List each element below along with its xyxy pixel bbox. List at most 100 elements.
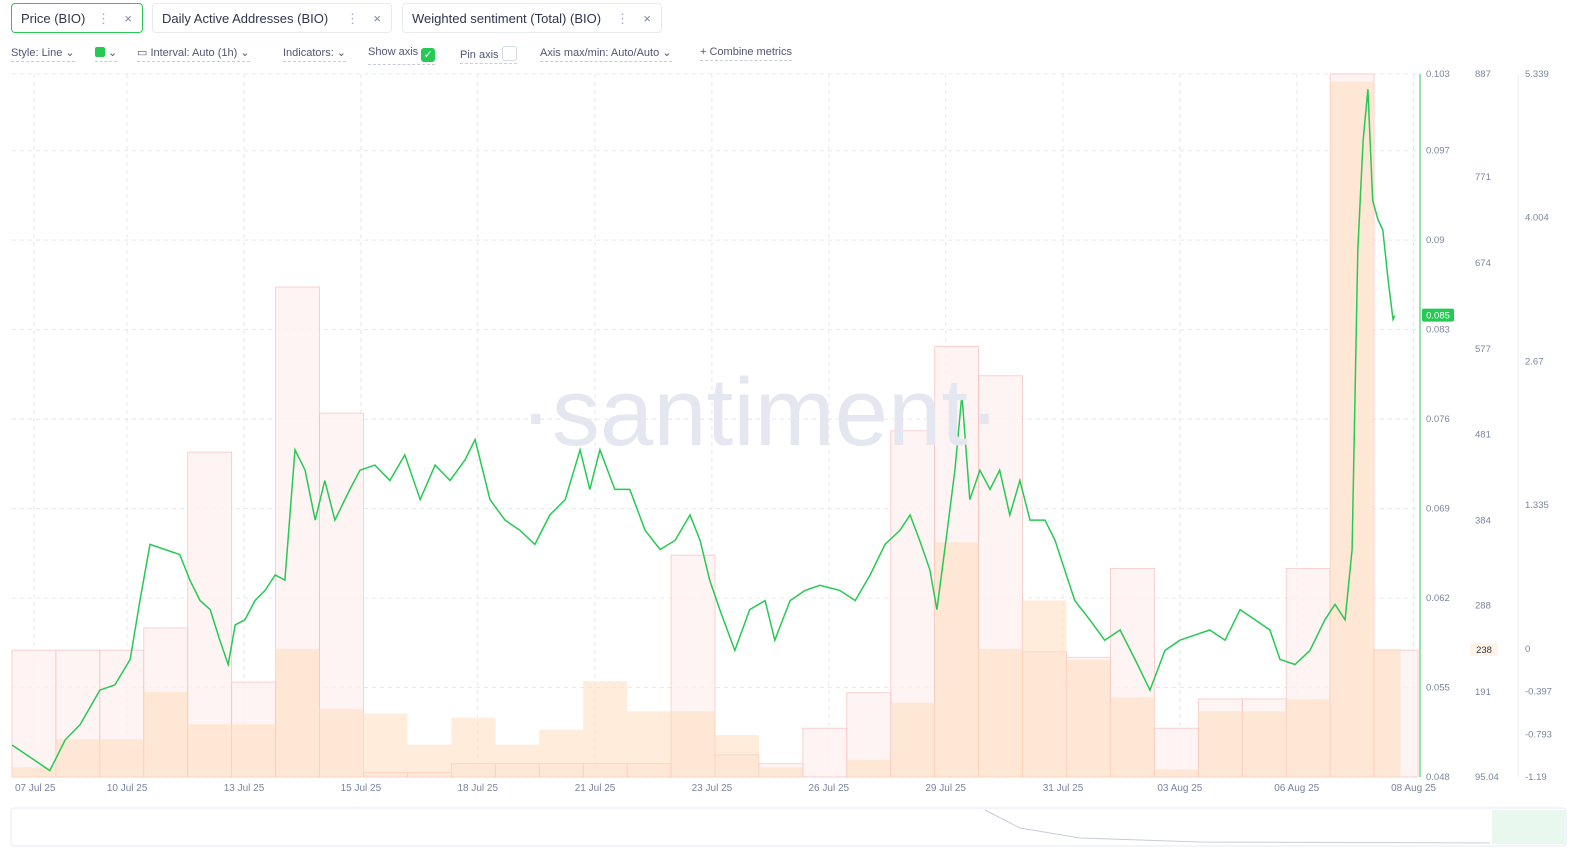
y-tick-label: 0.055: [1426, 683, 1450, 694]
sentiment-bar: [451, 717, 496, 777]
color-swatch: [95, 47, 105, 57]
daa-step: [407, 772, 452, 778]
combine-metrics[interactable]: + Combine metrics: [700, 46, 793, 61]
tab-menu[interactable]: ⋮: [97, 11, 110, 26]
x-tick-label: 07 Jul 25: [15, 783, 56, 794]
sentiment-bar: [143, 691, 188, 777]
sentiment-bar: [187, 724, 232, 777]
color-select[interactable]: ⌄: [95, 46, 118, 62]
tab[interactable]: Weighted sentiment (Total) (BIO) ⋮ ×: [402, 3, 662, 33]
sentiment-bar: [1242, 711, 1287, 777]
sentiment-bar: [627, 711, 672, 777]
y2-tick-label: 577: [1475, 344, 1491, 355]
sentiment-bar: [275, 648, 320, 777]
daa-badge: 238: [1476, 645, 1492, 656]
x-tick-label: 06 Aug 25: [1274, 783, 1319, 794]
tab-label: Daily Active Addresses (BIO): [162, 11, 329, 26]
tab-close[interactable]: ×: [643, 11, 651, 26]
daa-step: [319, 412, 364, 778]
tab-menu[interactable]: ⋮: [616, 11, 629, 26]
navigator[interactable]: [10, 807, 1567, 847]
daa-step: [363, 772, 408, 778]
navigator-window[interactable]: [1492, 810, 1565, 844]
tab-label: Weighted sentiment (Total) (BIO): [412, 11, 602, 26]
sentiment-bar: [1154, 769, 1199, 777]
y3-tick-label: -0.397: [1525, 687, 1552, 698]
daa-step: [846, 692, 892, 778]
x-tick-label: 21 Jul 25: [575, 783, 616, 794]
x-tick-label: 03 Aug 25: [1157, 783, 1202, 794]
plot-layer: [11, 73, 1419, 778]
interval-select[interactable]: ▭ Interval: Auto (1h) ⌄: [137, 46, 250, 62]
tab-close[interactable]: ×: [373, 11, 381, 26]
y3-tick-label: -0.793: [1525, 729, 1552, 740]
x-tick-label: 31 Jul 25: [1043, 783, 1084, 794]
y2-tick-label: 288: [1475, 601, 1491, 612]
daa-step: [1153, 727, 1199, 778]
sentiment-bar: [99, 739, 144, 777]
daa-step: [670, 554, 716, 778]
show-axis[interactable]: Show axis ✓: [368, 46, 436, 65]
sentiment-bar: [934, 542, 979, 777]
daa-step: [1066, 656, 1111, 778]
sentiment-bar: [1066, 659, 1111, 777]
style-select[interactable]: Style: Line ⌄: [11, 46, 75, 62]
price-line: [11, 89, 1396, 772]
watermark: ·santiment·: [520, 359, 1000, 466]
label: Combine metrics: [709, 46, 793, 58]
tab[interactable]: Daily Active Addresses (BIO) ⋮ ×: [152, 3, 392, 33]
x-tick-label: 13 Jul 25: [224, 783, 265, 794]
daa-step: [758, 763, 804, 778]
y2-tick-label: 887: [1475, 69, 1491, 80]
x-tick-label: 08 Aug 25: [1391, 783, 1436, 794]
sentiment-bar: [539, 729, 584, 777]
price-badge-bg: [1422, 308, 1454, 322]
daa-step: [1241, 698, 1287, 778]
tab-close[interactable]: ×: [124, 11, 132, 26]
label: Axis max/min: Auto/Auto: [540, 47, 660, 59]
daa-step: [1022, 651, 1067, 778]
sentiment-bar: [846, 759, 891, 777]
sentiment-bar: [978, 648, 1023, 777]
sentiment-bar: [1110, 697, 1155, 777]
sentiment-bar: [1374, 648, 1401, 777]
x-tick-label: 15 Jul 25: [341, 783, 382, 794]
daa-step: [1110, 568, 1155, 778]
label: Interval: Auto (1h): [150, 47, 238, 59]
y3-tick-label: -1.19: [1525, 772, 1547, 783]
daa-step: [934, 346, 980, 778]
axis-minmax[interactable]: Axis max/min: Auto/Auto ⌄: [540, 46, 672, 62]
daa-badge-bg: [1470, 643, 1498, 657]
y-tick-label: 0.076: [1426, 414, 1450, 425]
y2-tick-label: 481: [1475, 429, 1491, 440]
daa-step: [978, 375, 1023, 778]
sentiment-bar: [55, 739, 100, 777]
y3-tick-label: 0: [1525, 644, 1530, 655]
pin-axis[interactable]: Pin axis: [460, 46, 517, 64]
label: Style: Line: [11, 47, 63, 59]
y-tick-label: 0.097: [1426, 146, 1450, 157]
daa-step: [55, 649, 101, 778]
daa-step: [1329, 73, 1375, 778]
daa-step: [714, 754, 760, 778]
sentiment-bar: [1022, 600, 1067, 777]
x-tick-label: 26 Jul 25: [809, 783, 850, 794]
tab-menu[interactable]: ⋮: [346, 11, 359, 26]
sentiment-bar: [407, 744, 452, 777]
y2-tick-label: 191: [1475, 687, 1491, 698]
navigator-line: [984, 809, 1491, 844]
indicators-select[interactable]: Indicators: ⌄: [283, 46, 347, 62]
sentiment-bar: [583, 681, 628, 777]
y2-tick-label: 95.04: [1475, 772, 1499, 783]
daa-step: [99, 649, 145, 778]
y2-tick-label: 384: [1475, 515, 1491, 526]
sentiment-bar: [1198, 711, 1243, 777]
daa-step: [275, 286, 320, 778]
daa-step: [626, 763, 672, 778]
y3-tick-label: 1.335: [1525, 500, 1549, 511]
price-badge: 0.085: [1426, 311, 1450, 322]
daa-step: [538, 763, 584, 778]
tab[interactable]: Price (BIO) ⋮ ×: [11, 3, 143, 33]
daa-step: [231, 681, 277, 778]
